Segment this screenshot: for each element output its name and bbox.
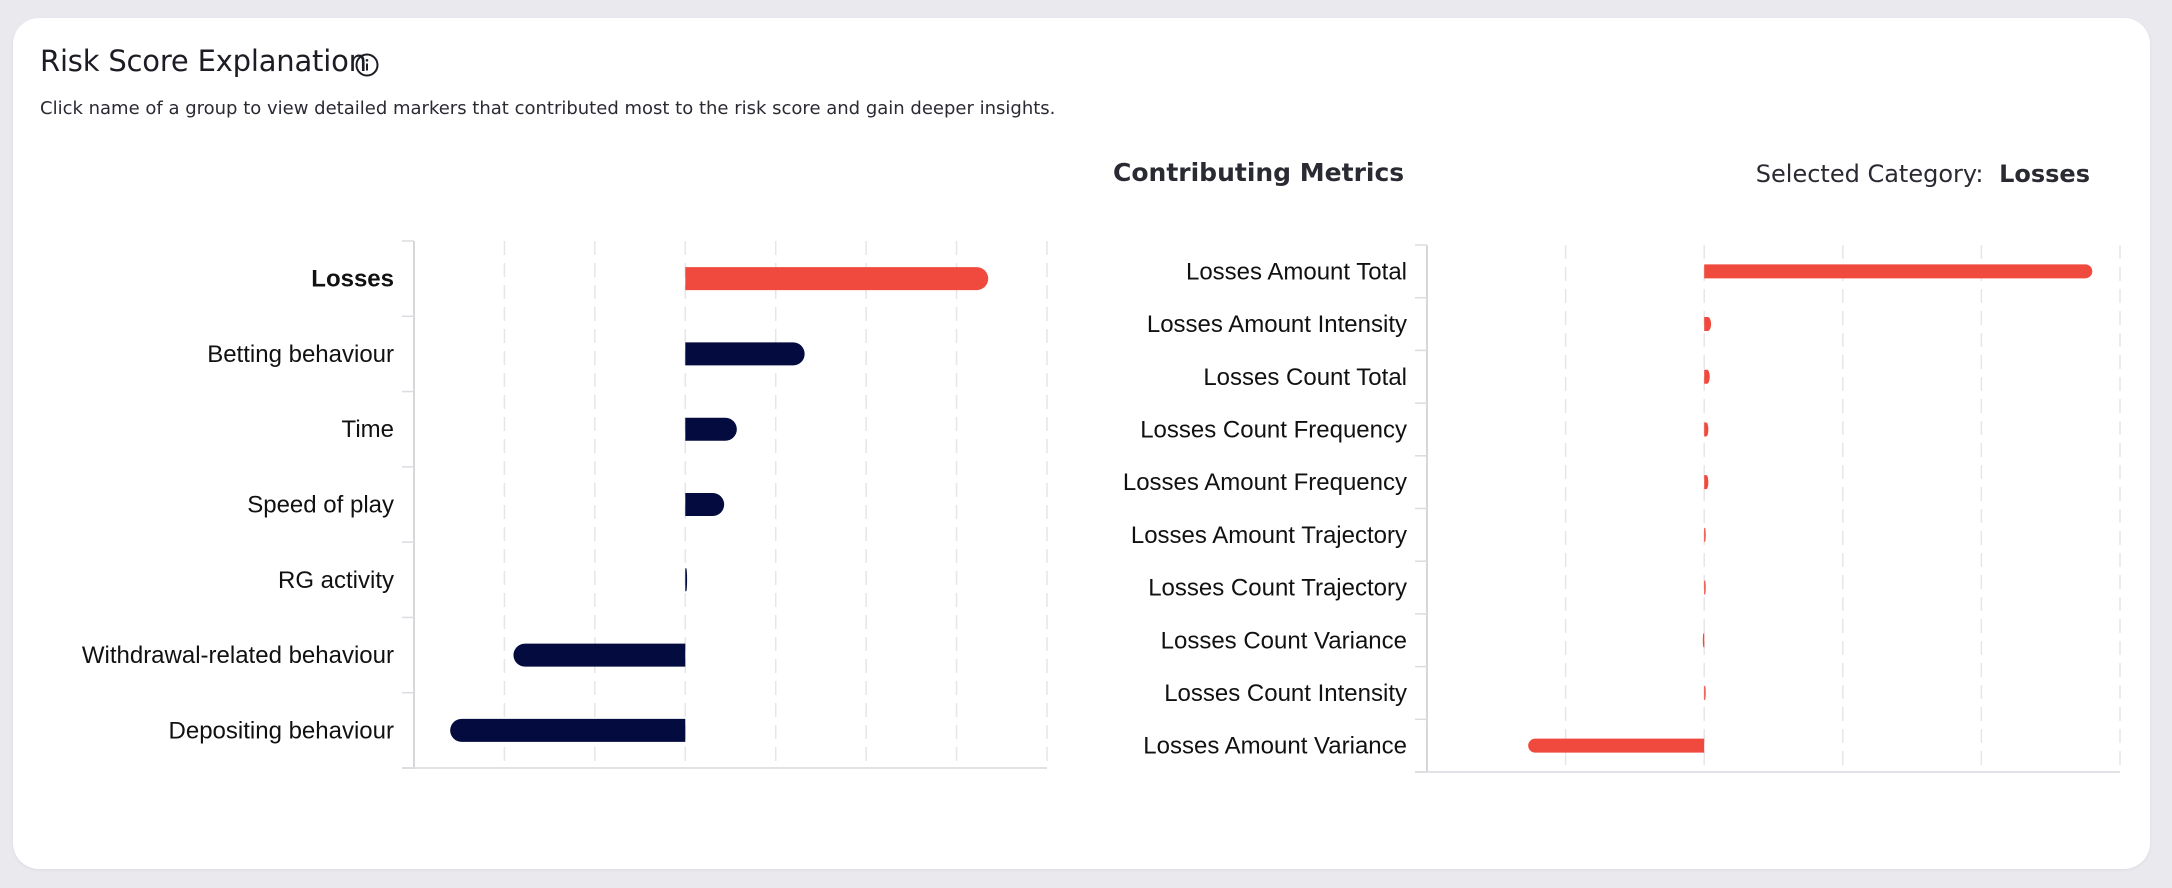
metric-label: Losses Amount Intensity [1147,311,1407,338]
category-label[interactable]: Losses [311,266,394,293]
selected-category-label: Selected Category: [1755,160,1984,188]
bar[interactable] [685,342,805,366]
bar [1704,422,1709,437]
category-label[interactable]: Betting behaviour [207,341,394,368]
metrics-title: Contributing Metrics [1113,158,1405,187]
bar[interactable] [685,568,688,592]
metric-label: Losses Amount Trajectory [1131,522,1407,549]
bar [1704,369,1710,384]
page-subtitle: Click name of a group to view detailed m… [40,98,1056,119]
bar [1704,527,1706,542]
bar [1702,633,1705,648]
page-title: Risk Score Explanation [40,44,367,78]
selected-category: Selected Category: Losses [1756,160,2090,188]
metric-label: Losses Count Intensity [1164,680,1407,707]
bar [1704,475,1709,490]
bar[interactable] [685,267,989,291]
metric-label: Losses Count Total [1203,364,1407,391]
category-label[interactable]: Speed of play [247,492,394,519]
category-label[interactable]: Withdrawal-related behaviour [82,642,394,669]
bar[interactable] [450,718,686,742]
bar [1704,580,1706,595]
metric-label: Losses Amount Variance [1143,733,1407,760]
bar [1704,685,1706,700]
category-label[interactable]: RG activity [278,567,394,594]
metric-label: Losses Count Trajectory [1148,575,1407,602]
category-label[interactable]: Time [342,416,394,443]
bar [1704,264,2093,279]
risk-score-card [13,18,2150,869]
info-icon[interactable] [354,52,380,78]
bar [1704,317,1712,332]
bar[interactable] [685,417,737,441]
bar [1528,738,1705,753]
metric-label: Losses Count Variance [1161,627,1407,654]
bar[interactable] [513,643,686,667]
selected-category-value: Losses [1999,160,2090,188]
metric-label: Losses Count Frequency [1140,416,1407,443]
category-label[interactable]: Depositing behaviour [169,717,394,744]
metric-label: Losses Amount Total [1186,258,1407,285]
metric-label: Losses Amount Frequency [1123,469,1407,496]
bar[interactable] [685,493,725,516]
